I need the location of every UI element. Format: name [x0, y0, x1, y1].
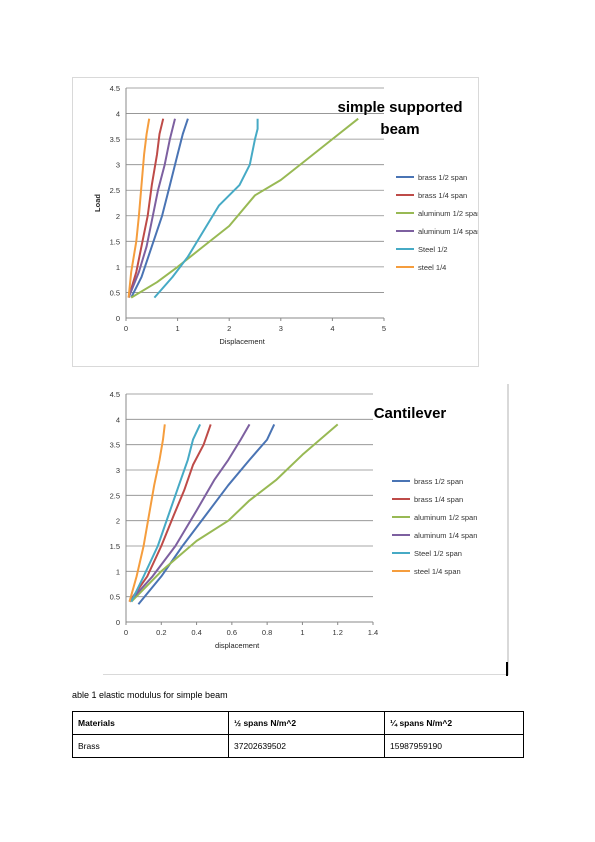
series-line: [127, 118, 151, 298]
y-tick-label: 1.5: [110, 542, 120, 551]
series-line: [127, 118, 176, 298]
elastic-modulus-table: Materials ½ spans N/m^2 ¼ spans N/m^2 Br…: [72, 711, 524, 758]
x-tick-label: 5: [382, 324, 386, 333]
chart-title: Cantilever: [374, 405, 447, 422]
x-tick-label: 0.6: [227, 628, 237, 637]
y-tick-label: 2.5: [110, 491, 120, 500]
x-tick-label: 0.8: [262, 628, 272, 637]
y-tick-label: 1.5: [110, 237, 120, 246]
legend-label: steel 1/4 span: [414, 567, 461, 576]
legend-label: brass 1/4 span: [418, 191, 467, 200]
legend-label: Steel 1/2: [418, 245, 448, 254]
cantilever-chart-svg: 0 0.5 1 1.5 2 2.5 3 3.5 4 4.5 0 0.2 0.4 0.6 0.8 1 1.2 1.4…: [110, 390, 478, 650]
y-tick-label: 1: [116, 263, 120, 272]
x-tick-label: 3: [279, 324, 283, 333]
y-tick-label: 0.5: [110, 288, 120, 297]
y-tick-label: 0: [116, 314, 120, 323]
x-tick-label: 1.2: [332, 628, 342, 637]
y-tick-label: 0.5: [110, 593, 120, 602]
series-line: [128, 424, 166, 602]
frame-right-edge: [507, 384, 508, 674]
series-line: [128, 423, 251, 603]
x-tick-label: 1: [300, 628, 304, 637]
x-tick-label: 0: [124, 324, 128, 333]
table-header-row: Materials ½ spans N/m^2 ¼ spans N/m^2: [72, 711, 524, 735]
y-tick-label: 2: [116, 212, 120, 221]
table-row: Brass 37202639502 15987959190: [72, 734, 524, 758]
y-tick-label: 3.5: [110, 441, 120, 450]
x-axis-label: Displacement: [219, 337, 265, 346]
series-line: [137, 423, 276, 605]
legend-label: brass 1/2 span: [414, 477, 463, 486]
y-tick-label: 1: [116, 567, 120, 576]
y-tick-label: 4.5: [110, 390, 120, 399]
chart-title: simple supported: [337, 99, 462, 116]
chart-title: beam: [380, 121, 419, 138]
x-tick-label: 0.2: [156, 628, 166, 637]
legend-label: brass 1/4 span: [414, 495, 463, 504]
table-caption: able 1 elastic modulus for simple beam: [72, 690, 228, 700]
legend-label: aluminum 1/2 span: [414, 513, 477, 522]
series-line: [128, 424, 212, 603]
y-axis-label: Load: [93, 194, 102, 212]
x-axis-label: displacement: [215, 641, 260, 650]
x-tick-label: 2: [227, 324, 231, 333]
series-line: [130, 117, 359, 299]
y-tick-label: 4: [116, 415, 120, 424]
cell-material: Brass: [72, 734, 229, 758]
y-tick-label: 4: [116, 110, 120, 119]
legend-label: steel 1/4: [418, 263, 446, 272]
cantilever-chart: 0 0.5 1 1.5 2 2.5 3 3.5 4 4.5 0 0.2 0.4 0.6 0.8 1 1.2 1.4…: [103, 384, 509, 675]
y-tick-label: 4.5: [110, 84, 120, 93]
x-tick-label: 0.4: [191, 628, 201, 637]
legend-label: aluminum 1/4 span: [414, 531, 477, 540]
cell-half-span: 37202639502: [228, 734, 385, 758]
series-line: [130, 118, 189, 299]
x-tick-label: 4: [330, 324, 334, 333]
simple-beam-chart-svg: 0 0.5 1 1.5 2 2.5 3 3.5 4 4.5 0 1 2 3 4 5 Displacement Lo…: [93, 84, 478, 346]
header-half-spans: ½ spans N/m^2: [228, 711, 385, 735]
legend-label: aluminum 1/4 span: [418, 227, 478, 236]
header-quarter-spans: ¼ spans N/m^2: [384, 711, 524, 735]
series-line: [127, 118, 165, 298]
x-tick-label: 1.4: [368, 628, 378, 637]
series-line: [130, 423, 339, 603]
legend-label: brass 1/2 span: [418, 173, 467, 182]
y-tick-label: 3: [116, 466, 120, 475]
simple-beam-chart: 0 0.5 1 1.5 2 2.5 3 3.5 4 4.5 0 1 2 3 4 5 Displacement Lo…: [72, 77, 479, 367]
x-tick-label: 0: [124, 628, 128, 637]
legend-label: Steel 1/2 span: [414, 549, 462, 558]
series-line: [153, 118, 259, 299]
y-tick-label: 2.5: [110, 186, 120, 195]
legend-label: aluminum 1/2 span: [418, 209, 478, 218]
frame-right-mark: [506, 662, 508, 676]
y-tick-label: 3.5: [110, 135, 120, 144]
header-materials: Materials: [72, 711, 229, 735]
series-line: [130, 423, 202, 603]
cell-quarter-span: 15987959190: [384, 734, 524, 758]
y-tick-label: 3: [116, 161, 120, 170]
x-tick-label: 1: [176, 324, 180, 333]
y-tick-label: 0: [116, 618, 120, 627]
y-tick-label: 2: [116, 517, 120, 526]
